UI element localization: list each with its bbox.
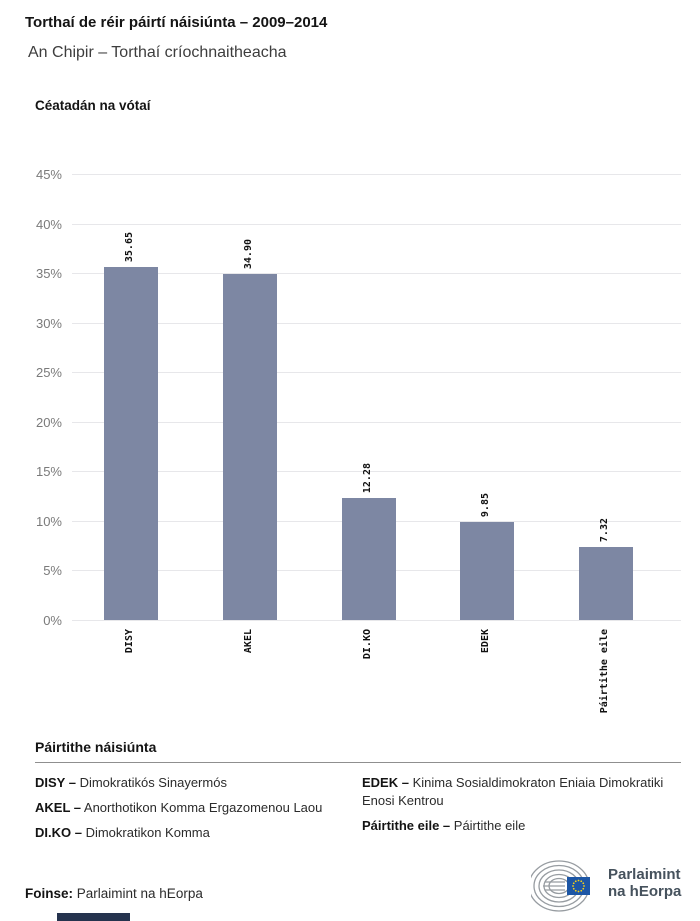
y-axis-tick-label: 30%: [35, 315, 62, 331]
bar-Páirtithe eile: [579, 547, 633, 620]
bottom-partial-banner: [57, 913, 130, 921]
y-axis-tick-label: 25%: [35, 365, 62, 381]
legend-entry: DISY – Dimokratikós Sinayermós: [35, 775, 227, 790]
y-axis-tick-label: 5%: [43, 563, 62, 579]
legend-entry: Páirtithe eile – Páirtithe eile: [362, 818, 526, 833]
y-axis-tick-label: 20%: [35, 414, 62, 430]
y-axis-tick-label: 10%: [35, 513, 62, 529]
y-axis-tick-label: 45%: [35, 167, 62, 182]
logo-line2: na hEorpa: [608, 883, 682, 900]
gridline: [72, 620, 681, 621]
y-axis-tick-label: 35%: [35, 266, 62, 282]
legend-entry: EDEK – Kinima Sosialdimokraton Eniaia Di…: [362, 775, 664, 808]
eu-flag-icon: [567, 877, 590, 895]
page-title: Torthaí de réir páirtí náisiúnta – 2009–…: [25, 14, 328, 31]
bar-value-label: 35.65: [124, 231, 135, 262]
x-axis-category-label: EDEK: [480, 629, 492, 654]
gridline: [72, 223, 681, 225]
legend-divider: [35, 762, 681, 763]
x-axis-category-label: DI.KO: [361, 629, 373, 660]
source-label: Foinse:: [25, 886, 74, 901]
x-axis-category-label: AKEL: [242, 629, 254, 654]
bar-value-label: 34.90: [242, 239, 254, 270]
bar-AKEL: [222, 274, 277, 620]
y-axis-tick-label: 15%: [35, 464, 62, 480]
gridline: [72, 471, 681, 473]
gridline: [72, 322, 681, 324]
x-axis-category-label: Páirtithe eile: [599, 629, 610, 714]
legend-column-right: EDEK – Kinima Sosialdimokraton Eniaia Di…: [362, 774, 681, 849]
bar-value-label: 7.32: [599, 518, 610, 543]
y-axis-tick-label: 40%: [35, 216, 62, 232]
legend-column-left: DISY – Dimokratikós Sinayermós AKEL – Ano…: [35, 774, 362, 849]
legend: DISY – Dimokratikós Sinayermós AKEL – Ano…: [35, 774, 681, 849]
logo-line1: Parlaimint: [608, 866, 681, 883]
legend-entry: DI.KO – Dimokratikon Komma: [35, 825, 210, 840]
source-note: Foinse: Parlaimint na hEorpa: [25, 886, 203, 901]
x-axis-category-label: DISY: [124, 629, 135, 654]
bar-DI.KO: [341, 498, 396, 620]
source-value: Parlaimint na hEorpa: [73, 886, 203, 901]
legend-entry: AKEL – Anorthotikon Komma Ergazomenou La…: [35, 800, 323, 815]
bar-EDEK: [460, 522, 515, 620]
gridline: [72, 372, 681, 374]
gridline: [72, 421, 681, 423]
bar-value-label: 9.85: [480, 493, 492, 518]
european-parliament-logo-icon: [531, 860, 590, 912]
bar-DISY: [104, 266, 158, 620]
gridline: [72, 174, 681, 175]
legend-heading: Páirtithe náisiúnta: [35, 739, 157, 755]
logo-wordmark: Parlaimint na hEorpa: [608, 866, 681, 900]
gridline: [72, 273, 681, 275]
bar-value-label: 12.28: [361, 463, 373, 494]
chart-title: Céatadán na vótaí: [35, 98, 151, 113]
page-subtitle: An Chipir – Torthaí críochnaitheacha: [28, 44, 287, 61]
y-axis-tick-label: 0%: [43, 613, 62, 628]
